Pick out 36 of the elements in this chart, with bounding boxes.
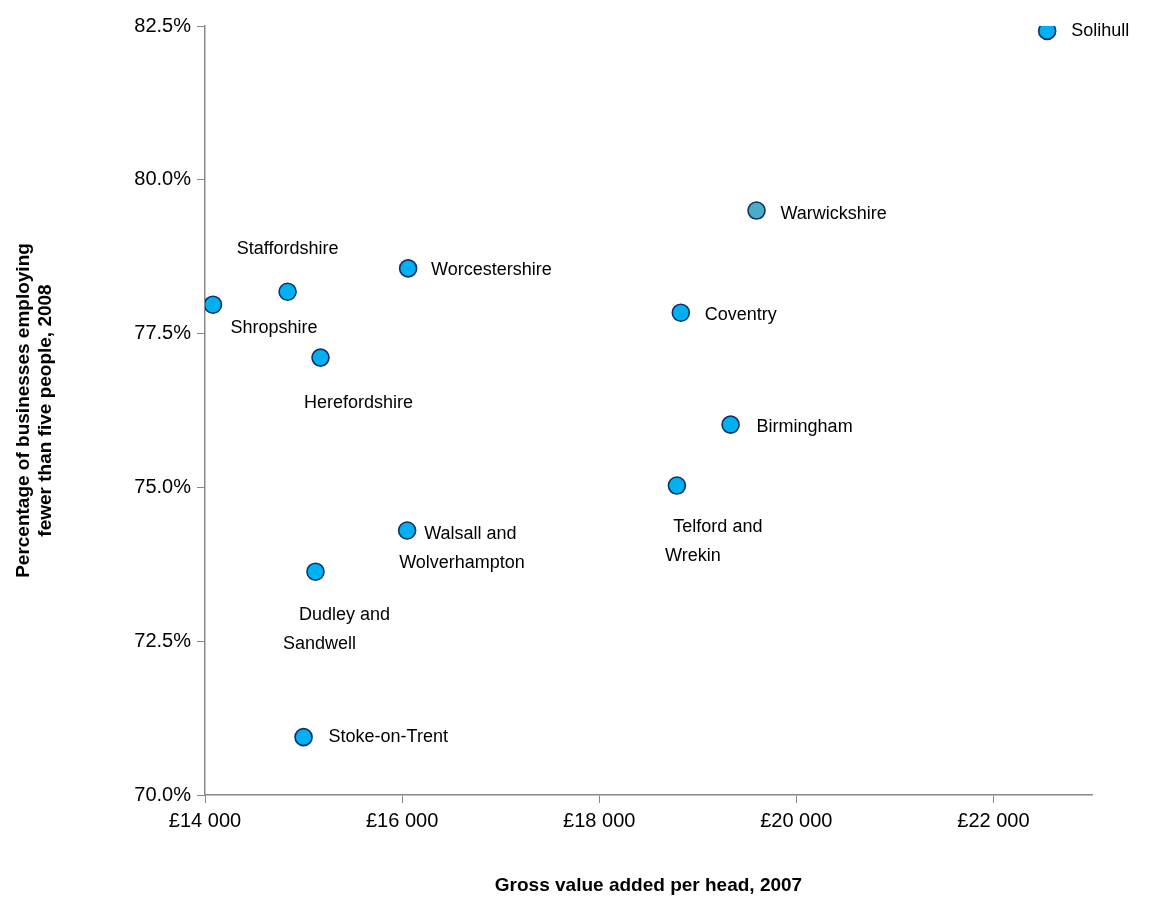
annotation: Staffordshire (236, 237, 339, 258)
y-tick-label: 80.0% (134, 167, 192, 190)
annotation: Worcestershire (431, 259, 552, 280)
annotation: Stoke-on-Trent (328, 726, 448, 747)
point (205, 295, 223, 314)
y-tick-label: 72.5% (134, 628, 192, 651)
x-tick-label: £20 000 (760, 808, 833, 831)
x-axis-title: Gross value added per head, 2007 (494, 873, 803, 895)
x-tick-label: £16 000 (365, 808, 439, 831)
point (294, 727, 313, 747)
annotation: Birmingham (756, 415, 853, 436)
annotation: Telford and Wrekin (665, 515, 763, 565)
point (306, 562, 325, 581)
annotation: Herefordshire (303, 391, 414, 412)
point (721, 415, 740, 434)
point (397, 521, 417, 540)
annotation: Warwickshire (780, 202, 887, 223)
annotation: Dudley and Sandwell (282, 603, 391, 653)
annotation: Solihull (1071, 19, 1130, 40)
x-tick-label: £22 000 (957, 808, 1030, 831)
y-tick-label: 70.0% (134, 782, 192, 805)
point (278, 282, 297, 302)
y-tick-label: 75.0% (134, 474, 192, 497)
point (747, 201, 766, 220)
annotation: Shropshire (230, 316, 318, 337)
point (311, 348, 330, 367)
y-tick-label: 82.5% (134, 13, 192, 36)
y-axis-title: Percentage of businesses employing fewer than five people, 2008 (11, 243, 56, 578)
point (398, 259, 418, 278)
annotation: Coventry (704, 303, 777, 324)
annotation: Walsall and Wolverhampton (399, 523, 525, 573)
x-tick-label: £14 000 (168, 808, 242, 831)
y-tick-label: 77.5% (134, 321, 192, 344)
point (671, 303, 691, 322)
x-tick-label: £18 000 (563, 808, 636, 831)
point (667, 476, 687, 495)
